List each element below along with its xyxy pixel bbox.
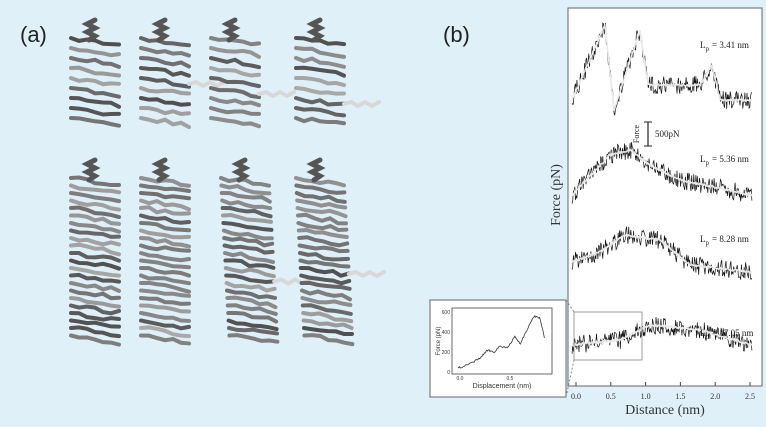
panel-label: (b)	[443, 22, 470, 47]
x-axis-label: Distance (nm)	[625, 403, 705, 418]
x-tick-label: 1.5	[675, 392, 685, 401]
label-subscript: p	[706, 45, 710, 53]
scale-bar-axis: Force	[632, 124, 641, 143]
x-tick-label: 2.0	[710, 392, 720, 401]
x-tick-label: 2.5	[745, 392, 755, 401]
label-subscript: p	[706, 159, 710, 167]
x-tick-label: 0.0	[571, 392, 581, 401]
y-axis-label: Force (pN)	[549, 164, 564, 226]
page: (a) (b) Lp= 3.41 nmLp= 5.36 nmLp= 8.28 n…	[0, 0, 766, 427]
inset-y-tick-label: 0	[447, 370, 450, 376]
panel-label: (a)	[20, 22, 47, 47]
label-value: = 17.05 nm	[712, 328, 753, 338]
inset-y-tick-label: 200	[442, 350, 451, 356]
x-tick-label: 1.0	[641, 392, 651, 401]
inset-y-tick-label: 400	[442, 330, 451, 336]
x-tick-label: 0.5	[606, 392, 616, 401]
label-value: = 5.36 nm	[712, 154, 749, 164]
label-value: = 3.41 nm	[712, 40, 749, 50]
inset-x-tick-label: 0.5	[507, 376, 514, 382]
label-subscript: p	[706, 333, 710, 341]
label-subscript: p	[706, 239, 710, 247]
scale-bar-size: 500pN	[655, 129, 680, 139]
figure: (a) (b) Lp= 3.41 nmLp= 5.36 nmLp= 8.28 n…	[0, 0, 766, 427]
inset-x-label: Displacement (nm)	[473, 383, 532, 390]
label-value: = 8.28 nm	[712, 234, 749, 244]
inset-x-tick-label: 0.0	[457, 376, 464, 382]
inset-y-tick-label: 600	[442, 310, 451, 316]
